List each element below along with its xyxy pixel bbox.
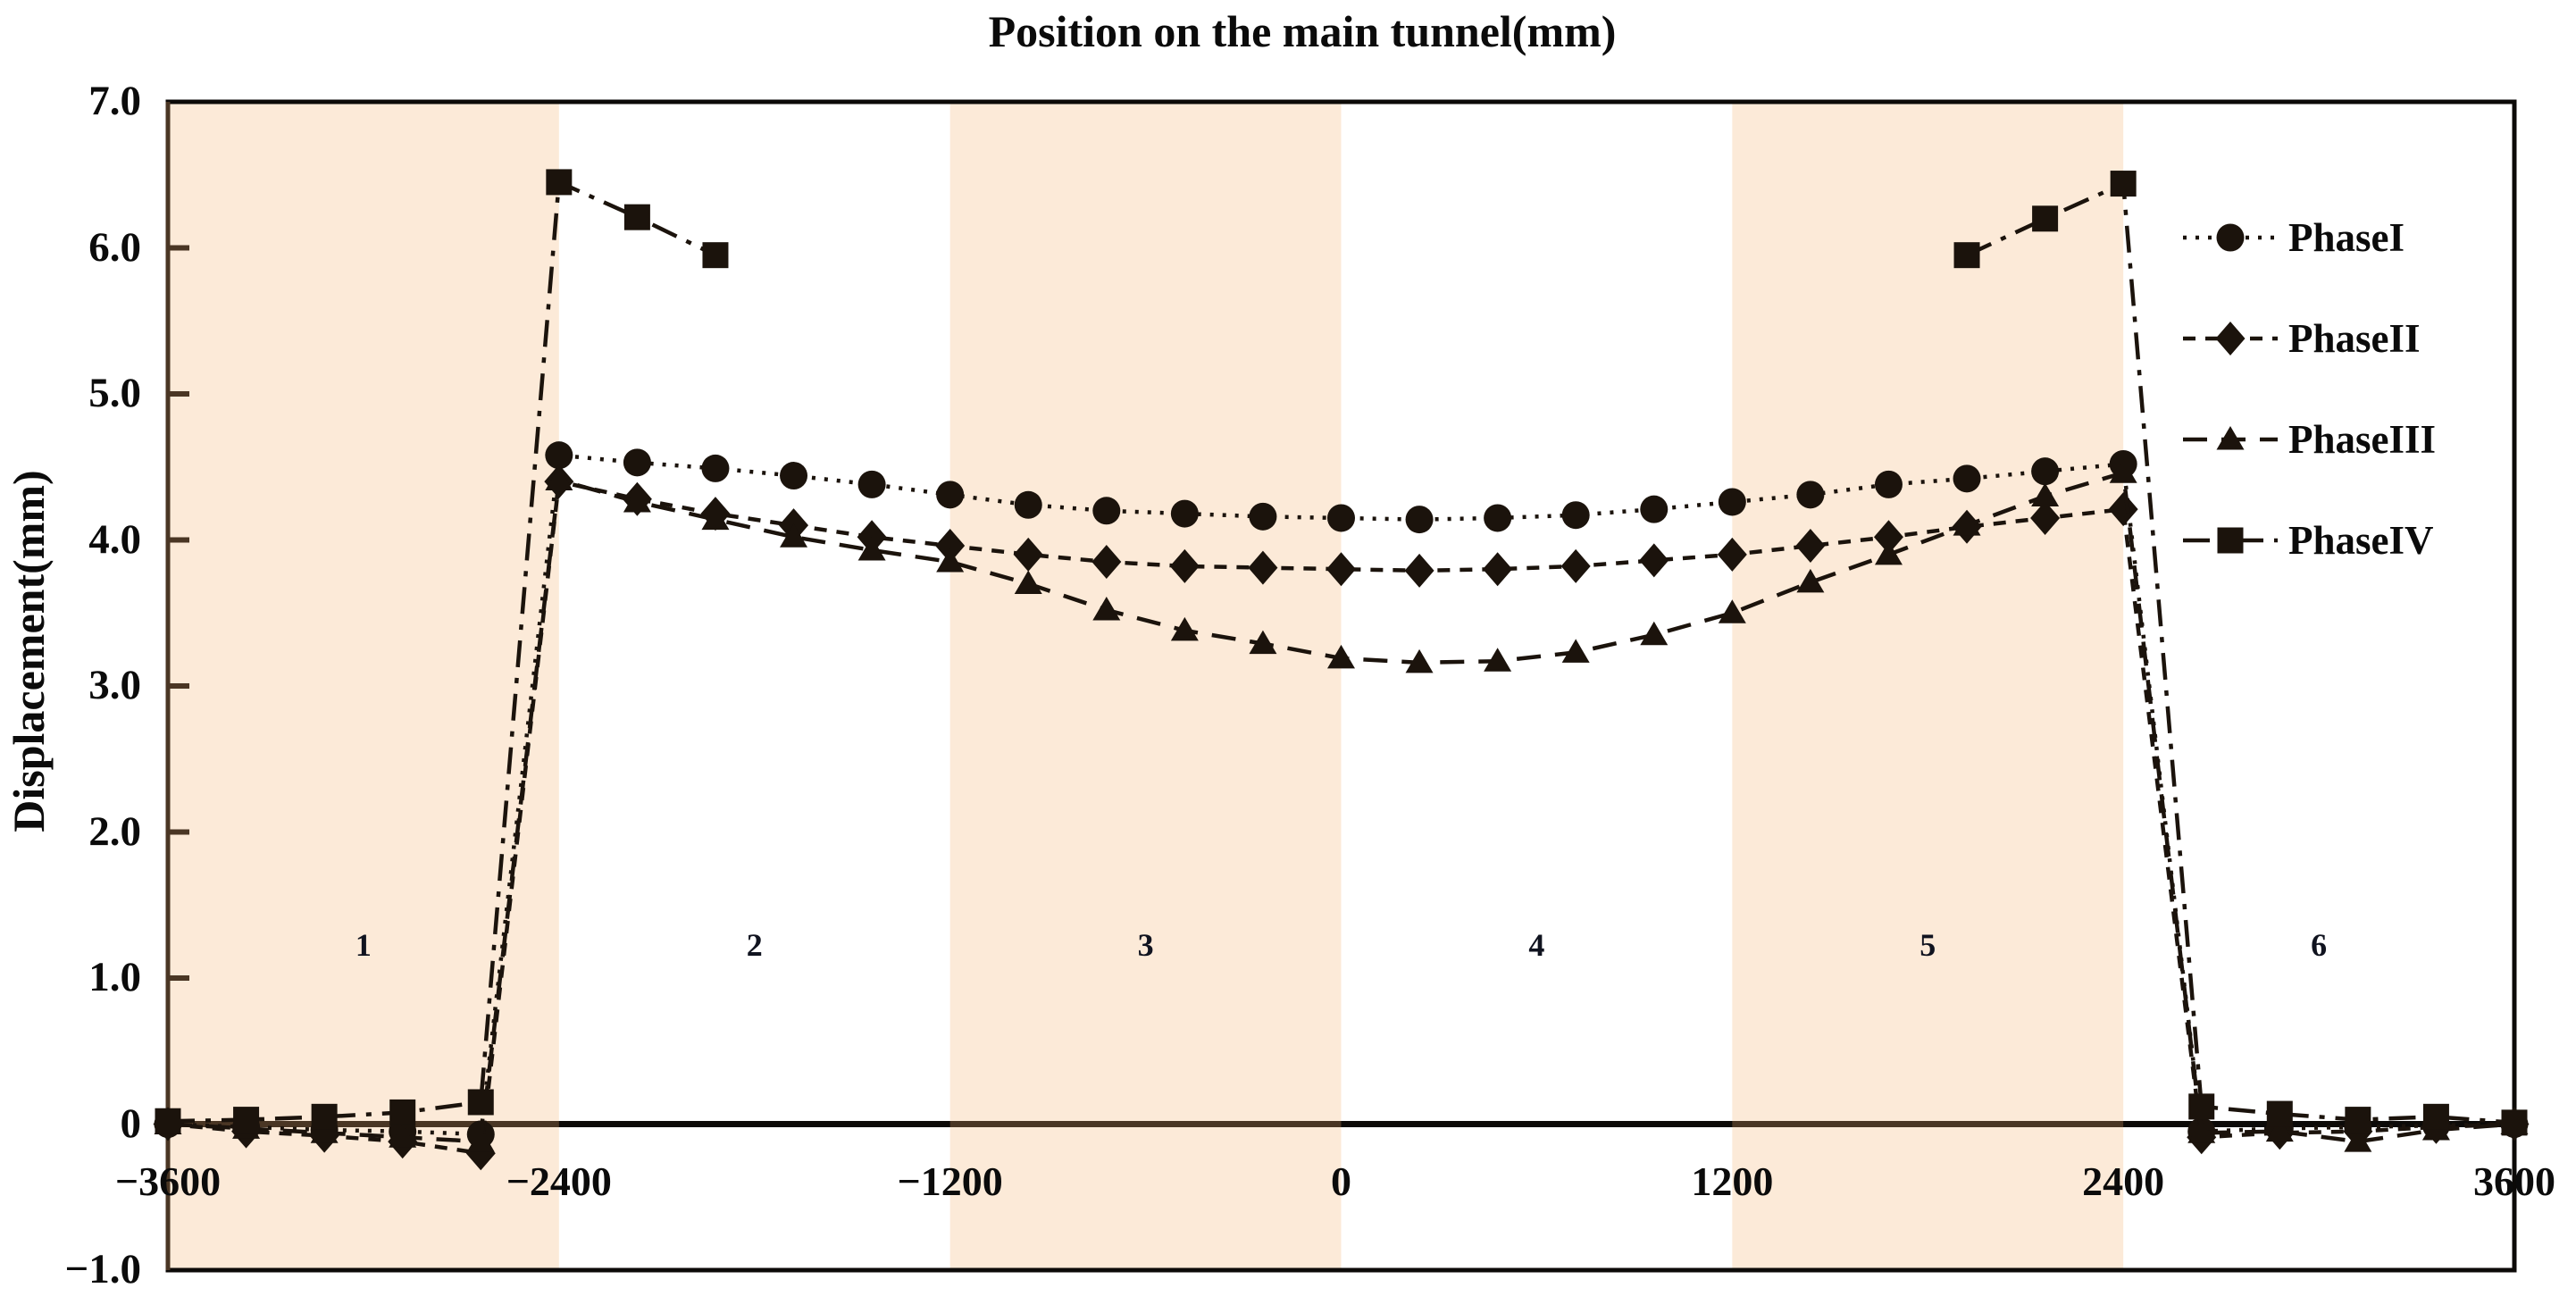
y-tick-label: 2.0 xyxy=(88,807,141,855)
diamond-marker-icon xyxy=(2181,314,2279,364)
y-tick-label: 0 xyxy=(120,1100,142,1147)
y-tick-label: −1.0 xyxy=(64,1246,141,1292)
region-label: 1 xyxy=(355,927,372,964)
region-label: 5 xyxy=(1919,927,1936,964)
legend-label: PhaseIV xyxy=(2288,518,2434,563)
x-tick-label: −3600 xyxy=(114,1158,222,1204)
region-label: 2 xyxy=(746,927,763,964)
circle-marker-icon xyxy=(2181,213,2279,263)
y-tick-label: 5.0 xyxy=(88,370,141,416)
legend-label: PhaseI xyxy=(2288,215,2405,260)
x-tick-label: −2400 xyxy=(506,1158,612,1204)
x-tick-label: 1200 xyxy=(1691,1158,1774,1204)
y-tick-label: 6.0 xyxy=(88,223,141,271)
y-tick-label: 4.0 xyxy=(88,515,141,563)
legend-label: PhaseIII xyxy=(2288,417,2437,462)
x-tick-label: 2400 xyxy=(2082,1158,2165,1204)
x-axis-title: Position on the main tunnel(mm) xyxy=(988,6,1617,56)
region-label: 4 xyxy=(1528,927,1545,964)
x-tick-label: −1200 xyxy=(897,1158,1003,1204)
y-tick-label: 1.0 xyxy=(88,954,141,1000)
region-label: 3 xyxy=(1137,927,1154,964)
shaded-band xyxy=(168,102,559,1270)
triangle-marker-icon xyxy=(2181,414,2279,464)
series-PhaseIV xyxy=(155,169,2528,1136)
legend-item-phase2: PhaseII xyxy=(2181,305,2421,372)
region-label: 6 xyxy=(2311,927,2328,964)
legend-label: PhaseII xyxy=(2288,316,2421,361)
legend-item-phase3: PhaseIII xyxy=(2181,406,2436,473)
series-PhaseIII xyxy=(154,459,2529,1152)
shaded-band xyxy=(1732,102,2124,1270)
square-marker-icon xyxy=(2181,515,2279,565)
x-tick-label: 0 xyxy=(1331,1158,1351,1204)
y-tick-label: 3.0 xyxy=(88,662,141,708)
legend-item-phase4: PhaseIV xyxy=(2181,506,2434,574)
legend-item-phase1: PhaseI xyxy=(2181,204,2405,272)
shaded-band xyxy=(949,102,1342,1270)
x-tick-label: 3600 xyxy=(2473,1158,2555,1204)
y-tick-label: 7.0 xyxy=(88,78,141,124)
